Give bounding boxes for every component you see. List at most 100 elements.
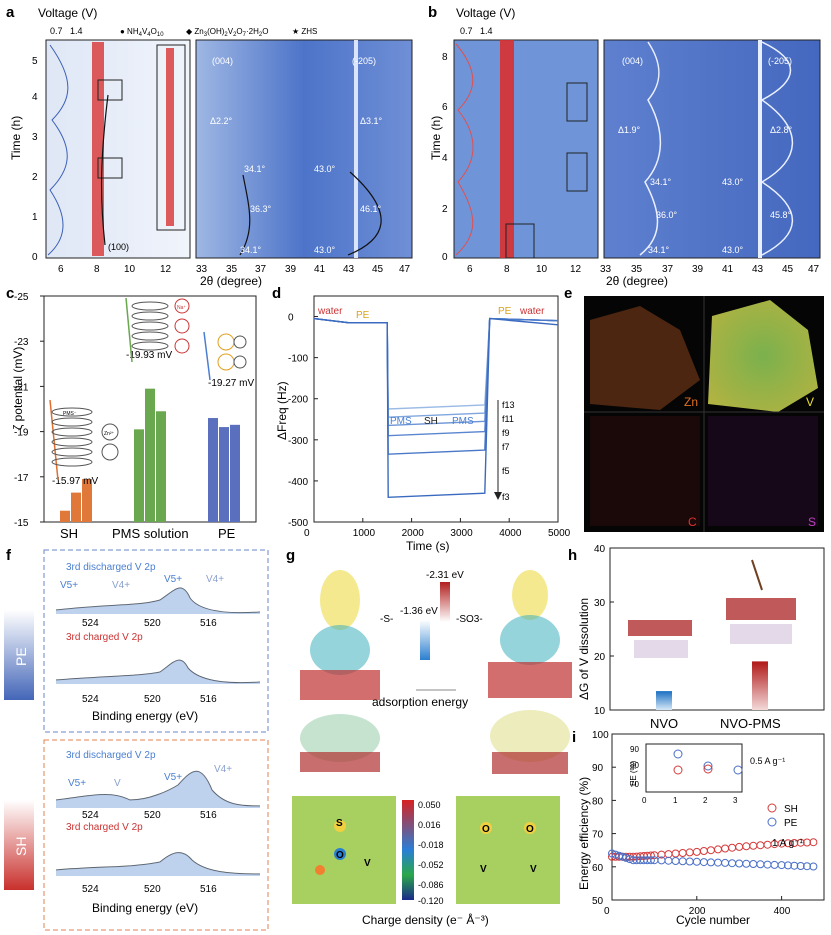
panel-a-y-tick: 1 [32, 212, 38, 223]
panel-g-energy-value: -1.36 eV [400, 606, 438, 617]
panel-e-label-zn: Zn [684, 395, 698, 409]
panel-i-point [784, 839, 792, 848]
panel-c-bar [134, 429, 144, 522]
panel-c-y-ticks: -15 -17 -19 -21 -23 -25 [14, 292, 44, 529]
panel-g-structure-right [488, 570, 572, 774]
panel-i-point [763, 860, 772, 869]
panel-d-overtone: f13 [502, 400, 515, 410]
panel-a-peak-205: (-205) [352, 56, 376, 66]
panel-d-label: PMS [390, 416, 412, 427]
panel-i-point [749, 860, 758, 868]
panel-h-category: NVO-PMS [720, 716, 781, 731]
panel-i-point [809, 862, 818, 871]
panel-i-point [777, 839, 786, 848]
panel-i-point [790, 861, 799, 870]
panel-i-inset-point [703, 764, 713, 774]
panel-c-annotation: -19.27 mV [208, 378, 254, 389]
panel-i-legend-pe-marker [767, 817, 777, 827]
panel-i-y-tick-label: 60 [592, 863, 604, 874]
panel-b-right-plot [603, 39, 821, 259]
panel-i-inset-x-tick: 0 [642, 796, 647, 805]
panel-a-y-tick: 5 [32, 56, 38, 67]
panel-i-point [777, 861, 786, 870]
panel-i-inset [645, 743, 743, 793]
panel-i-point [664, 850, 673, 859]
panel-g-energy-value: -2.31 eV [426, 570, 464, 581]
panel-d-x-label: Time (s) [406, 539, 450, 553]
panel-d-overtone: f7 [502, 442, 510, 452]
panel-d-series-line [313, 317, 559, 427]
panel-c-y-tick-label: -25 [14, 292, 29, 303]
panel-d-axes [313, 295, 559, 523]
panel-f-pe-box [43, 549, 269, 733]
panel-d-label: SH [424, 416, 438, 427]
panel-g-atom-label: V [364, 858, 371, 869]
panel-g-atom-label: V [530, 864, 537, 875]
panel-h-y-tick-label: 40 [594, 544, 606, 555]
panel-f-tick: 524 [82, 694, 99, 705]
panel-i-y-label: Energy efficiency (%) [577, 777, 591, 890]
panel-b-box-mid [566, 152, 588, 192]
panel-a-peak-label: 46.1° [360, 204, 382, 214]
panel-d-arrowhead [494, 492, 502, 500]
panel-b-x-label: 2θ (degree) [606, 274, 668, 288]
panel-f-tick: 520 [144, 810, 161, 821]
panel-d-x-tick-label: 2000 [402, 528, 425, 539]
panel-h-bars [656, 661, 768, 710]
panel-f-pe-tag [4, 610, 34, 700]
panel-c-bar [71, 492, 81, 522]
panel-a-arrow-right [347, 171, 382, 256]
panel-b-peak-label: 43.0° [722, 245, 744, 255]
panel-i-point [618, 852, 627, 861]
panel-g-energy-bar-s [420, 620, 430, 660]
panel-i-inset-x-tick: 3 [733, 796, 738, 805]
panel-f-peak: V [114, 778, 121, 789]
panel-e-label-s: S [808, 515, 816, 529]
panel-i-ticks: 0 200 400 50 60 70 80 90 100 [592, 730, 791, 917]
panel-b-x-tick: 12 [570, 264, 582, 275]
panel-i-point [763, 840, 772, 849]
panel-i-x-label: Cycle number [676, 913, 750, 927]
panel-b-peak-label: 45.8° [770, 210, 792, 220]
panel-f-pe-label: PE [13, 647, 29, 666]
panel-d-y-label: ΔFreq (Hz) [275, 381, 289, 440]
panel-i-point [784, 861, 792, 870]
panel-i-inset-y-tick: 70 [630, 780, 639, 789]
panel-b-y-tick: 4 [442, 153, 448, 164]
panel-a-letter: a [6, 4, 15, 21]
panel-e-s-map [708, 416, 818, 526]
panel-f: f PE SH 3rd discharged V 2p 3rd charged … [4, 547, 269, 931]
panel-g-colorbar-tick: -0.086 [418, 880, 444, 890]
panel-c-schematic-pms: Na⁺ [125, 297, 190, 363]
panel-g-adsorption-label: adsorption energy [372, 695, 468, 709]
panel-c-letter: c [6, 285, 14, 302]
panel-c-bar [82, 479, 92, 522]
panel-i-rate: 1 A g⁻¹ [772, 838, 804, 849]
panel-a-x-tick: 35 [226, 264, 238, 275]
panel-a-voltage-label: Voltage (V) [38, 6, 97, 20]
panel-a-x-tick: 37 [255, 264, 267, 275]
panel-d-letter: d [272, 285, 281, 302]
panel-a: a Voltage (V) 0.7 1.4 ● NH4V4O10 ◆ Zn3(O… [6, 4, 413, 288]
panel-a-delta-left: Δ2.2° [210, 116, 233, 126]
panel-a-legend-zvo: ◆ Zn3(OH)2V2O7·2H2O [186, 27, 268, 38]
panel-a-box-bottom [97, 157, 123, 179]
panel-d-series-line [313, 317, 559, 499]
panel-f-discharged: 3rd discharged V 2p [66, 562, 156, 573]
panel-c-annotation: -19.93 mV [126, 350, 172, 361]
panel-g-colorbar [402, 800, 414, 900]
panel-h-axes [609, 547, 825, 711]
panel-i-point [756, 860, 765, 869]
panel-b-y-tick: 6 [442, 102, 448, 113]
panel-g-colorbar-tick: -0.052 [418, 860, 444, 870]
panel-i-inset-point [733, 765, 743, 775]
panel-f-peak: V4+ [112, 580, 130, 591]
panel-g-structure-left [300, 570, 380, 772]
panel-b-bright-line [758, 40, 762, 258]
panel-i-y-tick-label: 70 [592, 830, 604, 841]
panel-i-point [735, 859, 744, 868]
panel-f-peak: V4+ [214, 764, 232, 775]
panel-e-v-map [708, 300, 818, 412]
panel-c-y-tick-label: -23 [14, 337, 29, 348]
